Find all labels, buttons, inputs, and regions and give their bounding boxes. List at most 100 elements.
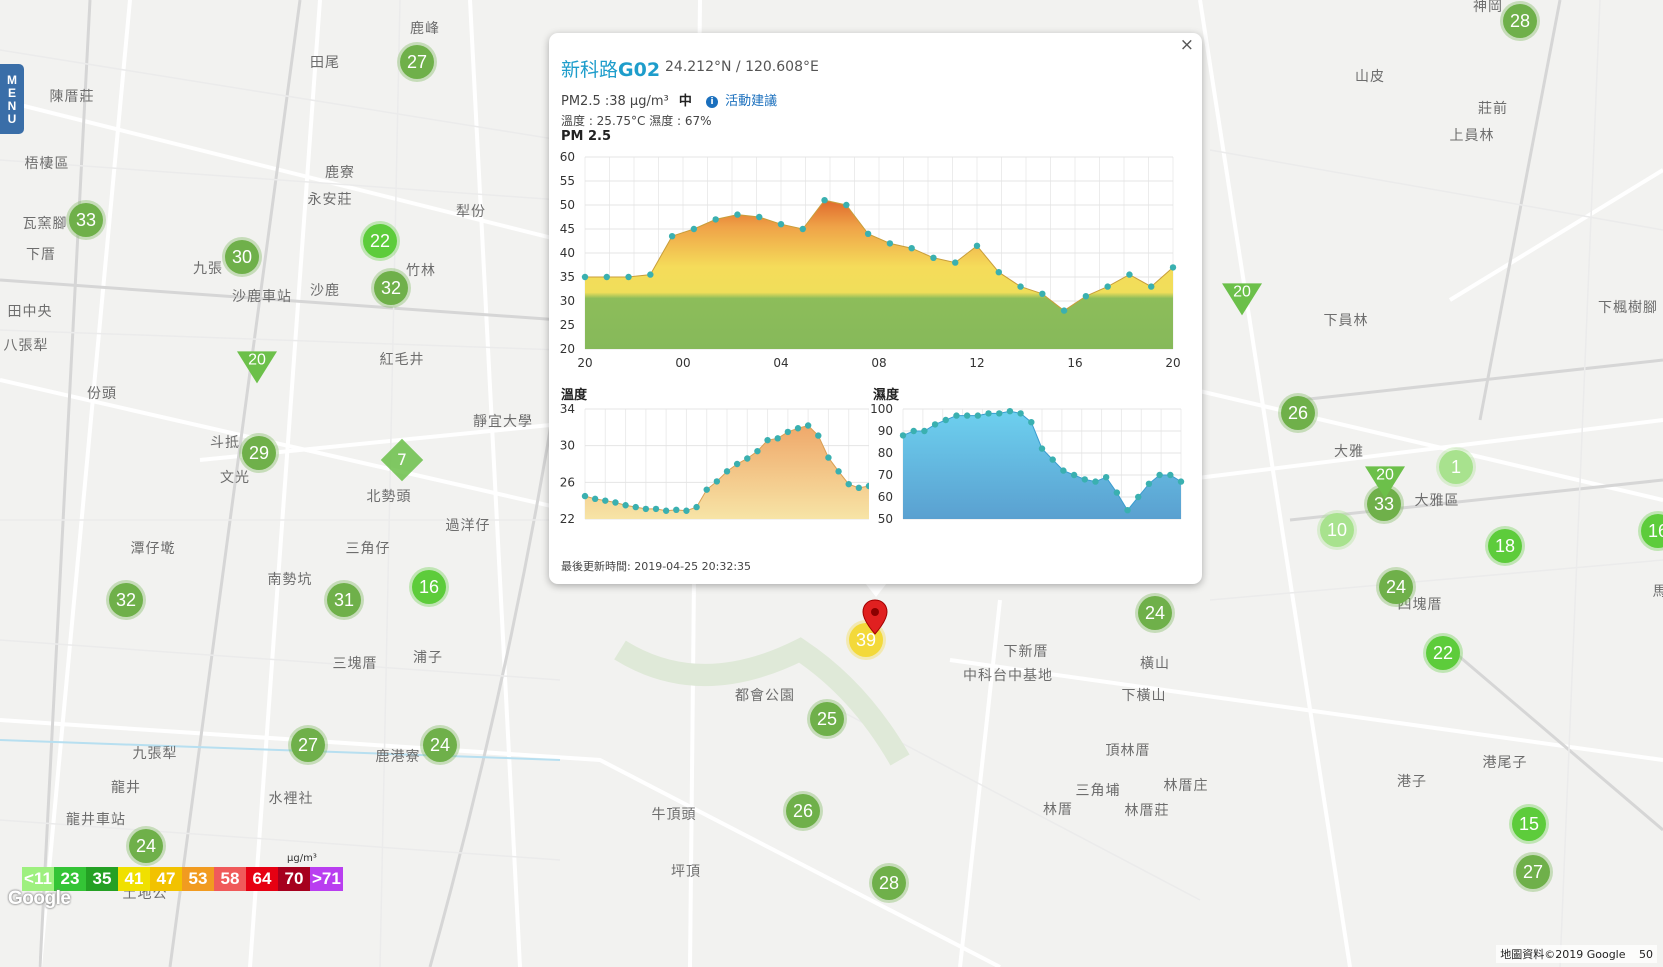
station-marker[interactable]: 24 (129, 829, 163, 863)
map-place-label: 斗抵 (210, 435, 240, 451)
map-place-label: 馬 (1652, 584, 1663, 600)
map-place-label: 份頭 (87, 386, 117, 402)
station-marker[interactable]: 16 (1641, 514, 1663, 548)
station-marker[interactable]: 25 (810, 702, 844, 736)
google-logo: Google (8, 888, 71, 909)
station-marker[interactable]: 24 (1379, 570, 1413, 604)
station-name-prefix: 新科路 (561, 59, 619, 81)
data-point (1169, 264, 1177, 271)
data-point (1124, 507, 1131, 514)
data-point (673, 506, 680, 514)
map-scale[interactable]: 50 (1639, 948, 1653, 961)
station-marker[interactable]: 15 (1512, 807, 1546, 841)
station-info-popup: × 新科路G02 24.212°N / 120.608°E PM2.5 :38 … (549, 33, 1202, 584)
station-name: 新科路G02 (561, 55, 660, 82)
station-marker[interactable]: 1 (1439, 450, 1473, 484)
data-point (1060, 307, 1068, 314)
data-point (921, 427, 928, 435)
pm25-reading: PM2.5 :38 μg/m³ 中 i 活動建議 (561, 90, 777, 109)
station-marker[interactable]: 22 (363, 224, 397, 258)
y-tick-label: 100 (870, 402, 893, 416)
data-point (865, 482, 869, 490)
data-point (625, 273, 632, 281)
data-point (1060, 467, 1067, 474)
station-marker[interactable]: 26 (786, 794, 820, 828)
station-marker[interactable]: 29 (242, 436, 276, 470)
map-place-label: 瓦窯腳 (22, 216, 68, 232)
map-place-label: 中科台中基地 (963, 668, 1053, 684)
legend-cell: 23 (54, 867, 86, 891)
y-tick-label: 30 (560, 294, 575, 308)
triangle-station-marker[interactable]: 20 (1365, 466, 1405, 499)
station-marker[interactable]: 28 (872, 866, 906, 900)
station-marker[interactable]: 27 (291, 728, 325, 762)
station-marker[interactable]: 22 (1426, 636, 1460, 670)
data-point (1167, 471, 1174, 479)
station-marker-value: 7 (396, 450, 408, 469)
map-place-label: 林厝莊 (1124, 803, 1170, 819)
map-place-label: 林厝庄 (1163, 778, 1209, 794)
legend-cell: 35 (86, 867, 118, 891)
map-place-label: 神岡 (1473, 0, 1503, 15)
map-place-label: 龍井車站 (66, 812, 126, 828)
map-place-label: 竹林 (406, 263, 436, 279)
data-point (723, 468, 731, 475)
map-place-label: 都會公園 (735, 688, 795, 704)
station-marker[interactable]: 33 (69, 203, 103, 237)
map-place-label: 九張 (193, 261, 223, 277)
station-marker[interactable]: 16 (412, 570, 446, 604)
map-place-label: 沙鹿車站 (232, 289, 292, 305)
station-marker[interactable]: 32 (374, 271, 408, 305)
station-marker[interactable]: 10 (1320, 513, 1354, 547)
station-marker[interactable]: 18 (1488, 529, 1522, 563)
diamond-station-marker[interactable]: 7 (380, 438, 424, 482)
data-point (713, 478, 721, 485)
close-icon[interactable]: × (1179, 35, 1194, 55)
map-place-label: 紅毛井 (379, 352, 425, 368)
popup-tail (865, 583, 887, 597)
map-place-label: 三角埔 (1075, 783, 1121, 799)
data-point (973, 242, 981, 249)
triangle-station-marker[interactable]: 20 (237, 351, 277, 384)
station-marker-value: 20 (1233, 283, 1251, 301)
x-tick-label: 20 (577, 356, 592, 370)
station-marker[interactable]: 26 (1281, 396, 1315, 430)
map-place-label: 鹿寮 (325, 165, 355, 181)
station-marker[interactable]: 31 (327, 583, 361, 617)
station-marker[interactable]: 27 (400, 45, 434, 79)
selected-station-pin[interactable] (862, 599, 888, 635)
data-point (744, 455, 751, 462)
station-marker[interactable]: 24 (423, 728, 457, 762)
map-place-label: 三角仔 (345, 541, 391, 557)
activity-advice-link[interactable]: 活動建議 (725, 94, 778, 109)
data-point (733, 460, 741, 468)
y-tick-label: 45 (560, 222, 575, 236)
triangle-station-marker[interactable]: 20 (1222, 283, 1262, 316)
data-point (642, 505, 650, 513)
data-point (1145, 480, 1153, 487)
x-tick-label: 08 (871, 356, 886, 370)
x-tick-label: 20 (1165, 356, 1180, 370)
y-tick-label: 30 (560, 439, 575, 453)
data-point (1049, 456, 1056, 463)
station-marker[interactable]: 30 (225, 240, 259, 274)
map-place-label: 下橫山 (1121, 688, 1167, 704)
data-point (734, 211, 741, 218)
station-marker[interactable]: 28 (1503, 4, 1537, 38)
map-place-label: 過洋仔 (445, 518, 491, 534)
pm25-value: PM2.5 :38 μg/m³ (561, 94, 669, 109)
data-point (1039, 290, 1046, 297)
data-area (903, 411, 1181, 519)
map-place-label: 犁份 (456, 204, 486, 220)
y-tick-label: 26 (560, 475, 575, 489)
map-place-label: 山皮 (1355, 69, 1385, 85)
station-marker[interactable]: 32 (109, 583, 143, 617)
station-marker[interactable]: 27 (1516, 855, 1550, 889)
legend-cell: 47 (150, 867, 182, 891)
map-place-label: 南勢坑 (267, 572, 313, 588)
data-point (632, 503, 639, 511)
info-icon[interactable]: i (706, 96, 718, 108)
station-marker[interactable]: 24 (1138, 596, 1172, 630)
data-point (1082, 293, 1090, 300)
